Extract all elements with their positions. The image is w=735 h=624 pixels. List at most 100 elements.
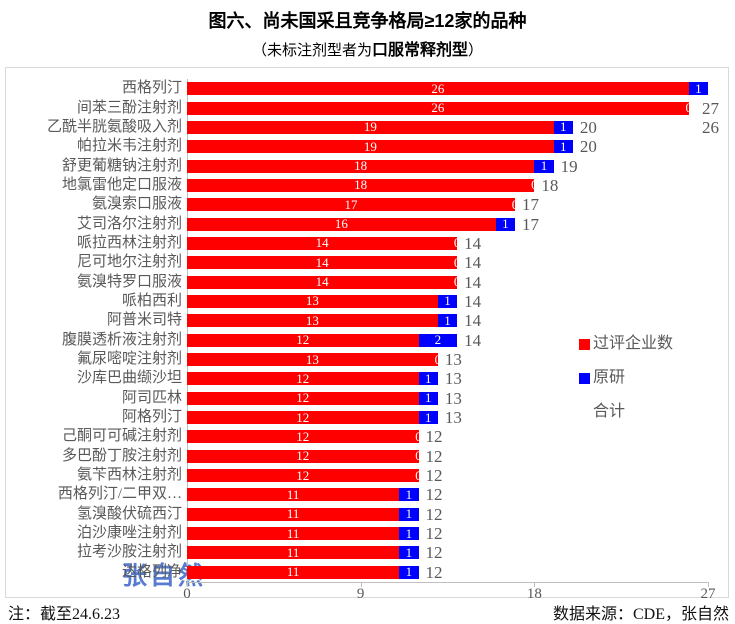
bar-segment-passed xyxy=(187,469,419,483)
bar-segment-originator xyxy=(437,294,458,308)
bar-value-label-originator: 1 xyxy=(560,138,567,154)
bar-value-label-originator: 0 xyxy=(415,448,422,464)
bar-value-label-originator: 1 xyxy=(424,390,432,406)
bar-segment-passed xyxy=(187,527,400,541)
x-tick-label: 27 xyxy=(700,586,716,602)
legend-label: 合计 xyxy=(593,403,626,420)
chart-area: 张自然 0 9 18 27 西格列汀 26 1 27 间苯三酚注射剂 26 0 26 乙酰半胱氨酸吸入剂… xyxy=(5,67,729,602)
total-label: 20 xyxy=(579,137,597,157)
legend-item: 原研 xyxy=(579,370,689,386)
legend-swatch xyxy=(579,407,590,418)
category-label: 舒更葡糖钠注射剂 xyxy=(61,157,182,174)
bar-value-label-passed: 26 xyxy=(431,100,445,116)
bar-value-label-originator: 1 xyxy=(405,544,413,560)
bar-segment-originator xyxy=(495,217,516,231)
bar-value-label-passed: 13 xyxy=(305,351,319,367)
bar-segment-originator xyxy=(418,391,438,405)
bar-segment-passed xyxy=(187,430,419,444)
bar-segment-originator xyxy=(437,314,458,328)
x-axis-tick xyxy=(534,583,536,587)
x-tick-label: 0 xyxy=(183,586,191,602)
bar-value-label-passed: 11 xyxy=(286,525,300,541)
total-label: 12 xyxy=(425,485,443,505)
bar-value-label-originator: 1 xyxy=(444,293,451,309)
data-source: 数据来源：CDE，张自然 xyxy=(552,606,729,623)
bar-segment-passed xyxy=(187,353,438,367)
bar-value-label-passed: 12 xyxy=(296,370,310,386)
category-label: 阿格列汀 xyxy=(121,409,182,426)
bar-value-label-passed: 26 xyxy=(431,80,445,96)
bar-value-label-originator: 1 xyxy=(424,370,432,386)
bar-value-label-passed: 11 xyxy=(286,564,300,580)
bar-segment-passed xyxy=(187,120,554,134)
category-label: 泊沙康唑注射剂 xyxy=(76,525,182,542)
bar-value-label-originator: 1 xyxy=(405,486,413,502)
bar-value-label-passed: 11 xyxy=(286,544,300,560)
legend-item: 合计 xyxy=(579,404,689,420)
bar-segment-passed xyxy=(187,101,689,115)
bar-value-label-passed: 12 xyxy=(296,428,310,444)
bar-value-label-originator: 0 xyxy=(511,196,519,212)
bar-value-label-originator: 1 xyxy=(695,80,702,96)
category-label: 帕拉米韦注射剂 xyxy=(76,138,182,155)
x-axis-tick xyxy=(360,583,362,587)
bar-segment-passed xyxy=(187,256,458,270)
category-label: 己酮可可碱注射剂 xyxy=(61,428,182,445)
bar-segment-passed xyxy=(187,275,458,289)
category-label: 间苯三酚注射剂 xyxy=(76,99,182,116)
category-label: 多巴酚丁胺注射剂 xyxy=(61,447,182,464)
subtitle-suffix: ） xyxy=(468,43,484,59)
bar-segment-originator xyxy=(418,372,438,386)
total-label: 12 xyxy=(425,562,443,582)
total-label: 14 xyxy=(464,233,482,253)
y-axis-line xyxy=(187,79,188,582)
category-label: 尼可地尔注射剂 xyxy=(76,254,182,271)
total-label: 12 xyxy=(425,466,443,486)
total-label: 14 xyxy=(464,253,482,273)
bar-value-label-passed: 14 xyxy=(315,235,329,251)
bar-segment-passed xyxy=(187,546,400,560)
bar-value-label-originator: 2 xyxy=(434,332,442,348)
bar-value-label-passed: 12 xyxy=(296,390,310,406)
bar-segment-originator xyxy=(553,140,573,154)
bar-segment-passed xyxy=(187,411,419,425)
total-label: 13 xyxy=(444,350,462,370)
x-axis-tick xyxy=(708,583,709,587)
category-label: 阿司匹林 xyxy=(121,389,182,406)
total-label: 17 xyxy=(522,195,540,215)
total-label: 14 xyxy=(464,311,482,331)
bar-value-label-originator: 1 xyxy=(405,506,413,522)
bar-value-label-passed: 12 xyxy=(296,467,310,483)
bar-value-label-passed: 14 xyxy=(315,274,329,290)
bar-value-label-originator: 0 xyxy=(453,235,461,251)
total-label: 14 xyxy=(464,330,482,350)
legend-swatch xyxy=(579,373,590,384)
chart-subtitle: （未标注剂型者为口服常释剂型） xyxy=(0,36,735,60)
chart-title: 图六、尚未国采且竞争格局≥12家的品种 xyxy=(208,11,527,31)
category-label: 腹膜透析液注射剂 xyxy=(61,331,182,348)
total-label: 14 xyxy=(464,291,482,311)
bar-value-label-passed: 19 xyxy=(363,138,377,154)
total-label: 13 xyxy=(444,369,462,389)
bar-value-label-originator: 1 xyxy=(540,158,548,174)
bar-segment-originator xyxy=(399,507,419,521)
bar-value-label-passed: 11 xyxy=(286,506,300,522)
bar-segment-passed xyxy=(187,178,535,192)
x-tick-label: 18 xyxy=(526,586,542,602)
bar-value-label-originator: 0 xyxy=(531,177,538,193)
total-label: 20 xyxy=(579,117,597,137)
bar-value-label-passed: 17 xyxy=(344,196,358,212)
x-axis-line xyxy=(187,582,709,583)
legend-swatch xyxy=(579,339,590,350)
total-label: 19 xyxy=(560,156,578,176)
bar-segment-passed xyxy=(187,565,400,579)
bar-value-label-originator: 0 xyxy=(415,428,422,444)
category-label: 阿普米司特 xyxy=(106,312,182,329)
total-label: 26 xyxy=(702,117,719,137)
bar-value-label-passed: 11 xyxy=(286,486,300,502)
legend-label: 过评企业数 xyxy=(593,335,674,352)
bar-value-label-originator: 0 xyxy=(453,274,461,290)
bar-value-label-passed: 18 xyxy=(354,158,368,174)
category-label: 氢溴酸伏硫西汀 xyxy=(76,505,182,522)
category-label: 哌柏西利 xyxy=(121,292,182,309)
